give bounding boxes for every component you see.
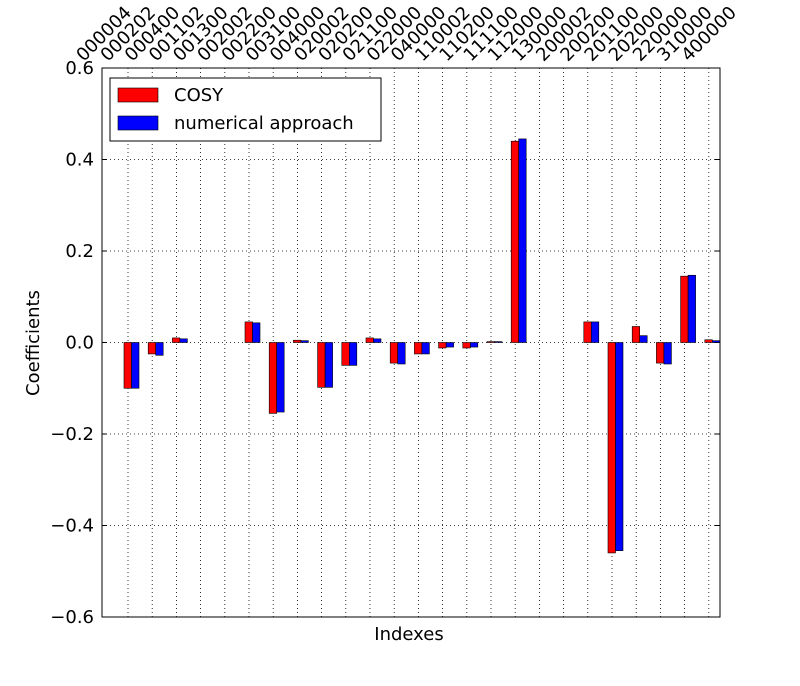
bar	[155, 342, 164, 356]
bar	[486, 341, 495, 343]
y-tick-label: 0.0	[65, 333, 94, 354]
legend-swatch	[117, 115, 159, 131]
bar	[656, 342, 665, 364]
bar	[639, 335, 648, 343]
bar	[510, 140, 520, 343]
x-axis-label: Indexes	[374, 624, 443, 645]
bar	[293, 339, 302, 343]
bar	[438, 342, 447, 349]
bar	[276, 342, 285, 413]
bar	[518, 138, 527, 343]
bar	[704, 339, 713, 343]
bar	[397, 342, 406, 365]
bar	[494, 341, 503, 343]
bar	[341, 342, 350, 366]
y-tick-label: −0.4	[50, 516, 94, 537]
y-tick-label: 0.4	[65, 150, 94, 171]
bar	[462, 342, 471, 349]
bar	[324, 342, 333, 388]
bar	[615, 342, 624, 551]
bar	[590, 321, 600, 343]
bar	[663, 342, 672, 365]
legend: COSY numerical approach	[109, 77, 382, 142]
bar	[268, 342, 278, 414]
legend-swatch	[117, 87, 159, 103]
bar	[389, 342, 399, 364]
bar	[373, 338, 382, 343]
y-tick-label: −0.6	[50, 607, 94, 628]
bar	[469, 342, 479, 348]
bar	[445, 342, 454, 348]
y-tick-label: −0.2	[50, 424, 94, 445]
legend-label: COSY	[174, 85, 224, 106]
bar	[244, 321, 253, 343]
bar	[365, 337, 374, 343]
bar	[300, 340, 309, 343]
bar	[252, 322, 261, 343]
bar	[583, 321, 592, 343]
bar	[172, 337, 181, 343]
bar	[348, 342, 358, 366]
bar	[179, 338, 188, 343]
bar	[317, 342, 326, 388]
bar	[607, 342, 616, 554]
bar	[131, 342, 140, 389]
bar	[123, 342, 132, 389]
y-axis-label: Coefficients	[23, 290, 44, 396]
bar	[631, 326, 641, 343]
legend-label: numerical approach	[174, 113, 354, 134]
bar	[711, 340, 721, 343]
y-tick-label: 0.2	[65, 241, 94, 262]
bar	[414, 342, 423, 355]
bar	[680, 275, 689, 343]
y-tick-label: 0.6	[65, 58, 94, 79]
bar	[147, 342, 156, 355]
bar	[687, 274, 696, 343]
bar	[421, 342, 430, 355]
plot-frame	[101, 67, 721, 618]
